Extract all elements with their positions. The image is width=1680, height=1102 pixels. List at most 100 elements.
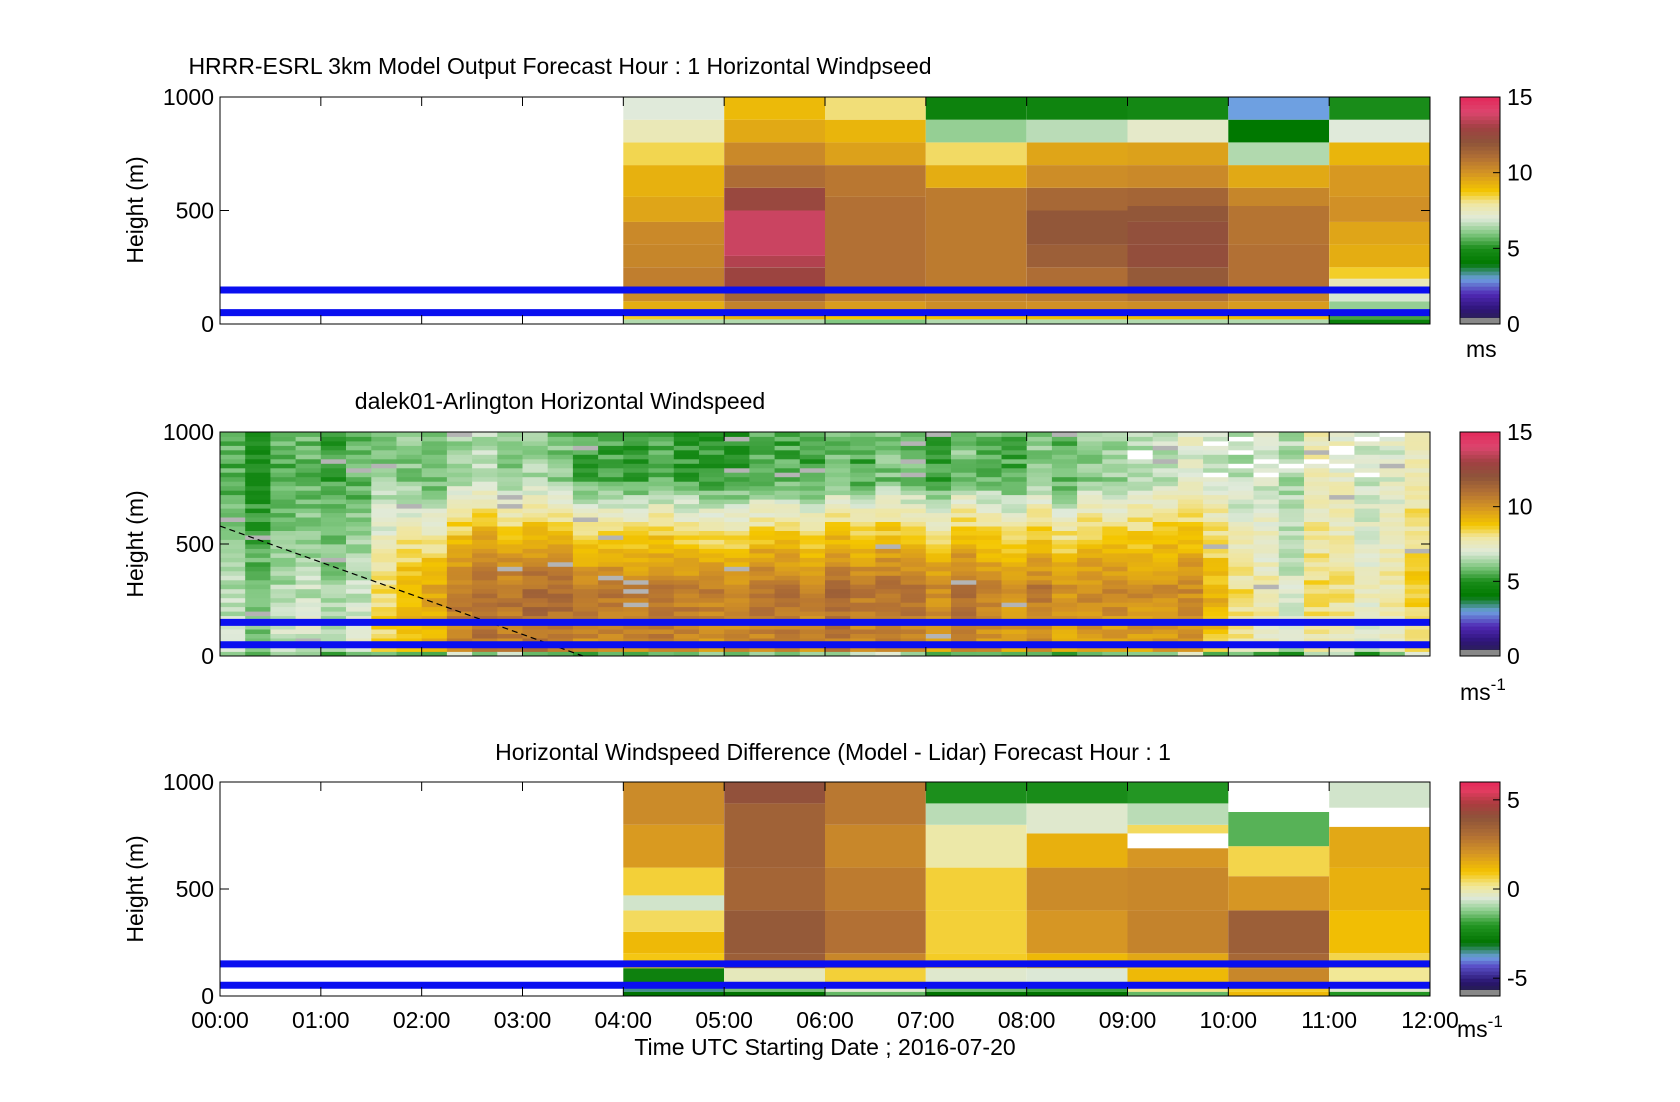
heatmap-cell — [572, 539, 599, 545]
heatmap-cell — [572, 490, 599, 496]
heatmap-cell — [1304, 584, 1330, 590]
heatmap-cell — [749, 499, 775, 505]
heatmap-cell — [1329, 494, 1355, 500]
heatmap-cell — [1152, 530, 1179, 536]
heatmap-cell — [1278, 557, 1305, 563]
heatmap-cell — [421, 494, 448, 500]
heatmap-cell — [900, 463, 927, 469]
heatmap-cell — [724, 526, 750, 531]
heatmap-cell — [472, 611, 498, 617]
heatmap-cell — [270, 436, 296, 442]
heatmap-cell — [875, 530, 901, 536]
heatmap-cell — [320, 526, 347, 531]
heatmap-cell — [799, 539, 826, 545]
heatmap-cell — [1329, 503, 1355, 509]
heatmap-cell — [1152, 503, 1179, 509]
heatmap-cell — [850, 463, 876, 469]
heatmap-cell — [1228, 597, 1254, 603]
heatmap-cell — [572, 611, 599, 617]
heatmap-cell — [925, 458, 952, 464]
heatmap-cell — [699, 449, 725, 455]
heatmap-cell — [572, 584, 599, 590]
heatmap-cell — [1127, 449, 1154, 455]
heatmap-cell — [648, 432, 675, 437]
heatmap-cell — [1051, 579, 1078, 585]
heatmap-cell — [976, 485, 1002, 491]
heatmap-cell — [295, 454, 322, 460]
heatmap-cell — [396, 597, 423, 603]
heatmap-cell — [623, 566, 649, 572]
heatmap-cell — [774, 588, 801, 594]
heatmap-cell — [1102, 566, 1128, 572]
heatmap-cell — [623, 494, 649, 500]
heatmap-cell — [371, 485, 397, 491]
heatmap-cell — [951, 615, 977, 621]
heatmap-cell — [900, 481, 927, 487]
colorbar-segment — [1460, 454, 1500, 459]
colorbar-segment — [1460, 480, 1500, 485]
heatmap-cell — [774, 436, 801, 442]
heatmap-cell — [396, 602, 423, 608]
heatmap-cell — [623, 611, 649, 617]
colorbar-segment — [1460, 824, 1500, 829]
heatmap-cell — [1177, 651, 1204, 657]
heatmap-cell — [497, 611, 523, 617]
colorbar-missing-swatch — [1460, 650, 1500, 656]
heatmap-cell — [1379, 651, 1406, 657]
heatmap-cell — [825, 494, 851, 500]
heatmap-cell — [1051, 503, 1078, 509]
heatmap-cell — [850, 512, 876, 518]
colorbar-segment — [1460, 618, 1500, 623]
heatmap-cell — [623, 553, 649, 558]
heatmap-cell — [1026, 467, 1053, 473]
heatmap-cell — [371, 508, 397, 514]
heatmap-cell — [623, 575, 649, 581]
heatmap-cell — [1329, 512, 1355, 518]
heatmap-cell — [346, 490, 372, 496]
heatmap-cell — [1228, 463, 1254, 469]
heatmap-cell — [1329, 521, 1355, 527]
heatmap-cell — [245, 544, 271, 549]
heatmap-cell — [825, 481, 851, 487]
heatmap-cell — [1127, 187, 1229, 206]
heatmap-cell — [421, 579, 448, 585]
heatmap-cell — [396, 449, 423, 455]
heatmap-cell — [850, 530, 876, 536]
heatmap-cell — [673, 548, 700, 554]
heatmap-cell — [1304, 449, 1330, 455]
colorbar-segment — [1460, 161, 1500, 166]
heatmap-cell — [522, 454, 549, 460]
heatmap-cell — [825, 119, 926, 143]
heatmap-cell — [346, 449, 372, 455]
heatmap-cell — [1228, 624, 1254, 630]
heatmap-cell — [1127, 206, 1229, 222]
heatmap-cell — [799, 535, 826, 540]
heatmap-cell — [598, 651, 624, 657]
heatmap-cell — [1102, 561, 1128, 567]
heatmap-cell — [446, 548, 473, 554]
heatmap-cell — [1354, 467, 1380, 473]
heatmap-cell — [1278, 602, 1305, 608]
heatmap-cell — [1051, 499, 1078, 505]
heatmap-cell — [421, 597, 448, 603]
heatmap-cell — [673, 615, 700, 621]
heatmap-cell — [648, 517, 675, 522]
heatmap-cell — [295, 503, 322, 509]
heatmap-cell — [320, 544, 347, 549]
heatmap-cell — [825, 441, 851, 446]
heatmap-cell — [497, 629, 523, 634]
heatmap-cell — [825, 472, 851, 478]
heatmap-cell — [1026, 512, 1053, 518]
heatmap-cell — [1304, 517, 1330, 522]
heatmap-cell — [1152, 651, 1179, 657]
heatmap-cell — [346, 570, 372, 576]
heatmap-cell — [1152, 588, 1179, 594]
heatmap-cell — [1026, 570, 1053, 576]
heatmap-cell — [774, 503, 801, 509]
heatmap-cell — [648, 490, 675, 496]
heatmap-cell — [1329, 530, 1355, 536]
heatmap-cell — [1404, 570, 1431, 576]
heatmap-cell — [749, 535, 775, 540]
heatmap-cell — [1102, 432, 1128, 437]
colorbar-frame — [1459, 96, 1501, 325]
